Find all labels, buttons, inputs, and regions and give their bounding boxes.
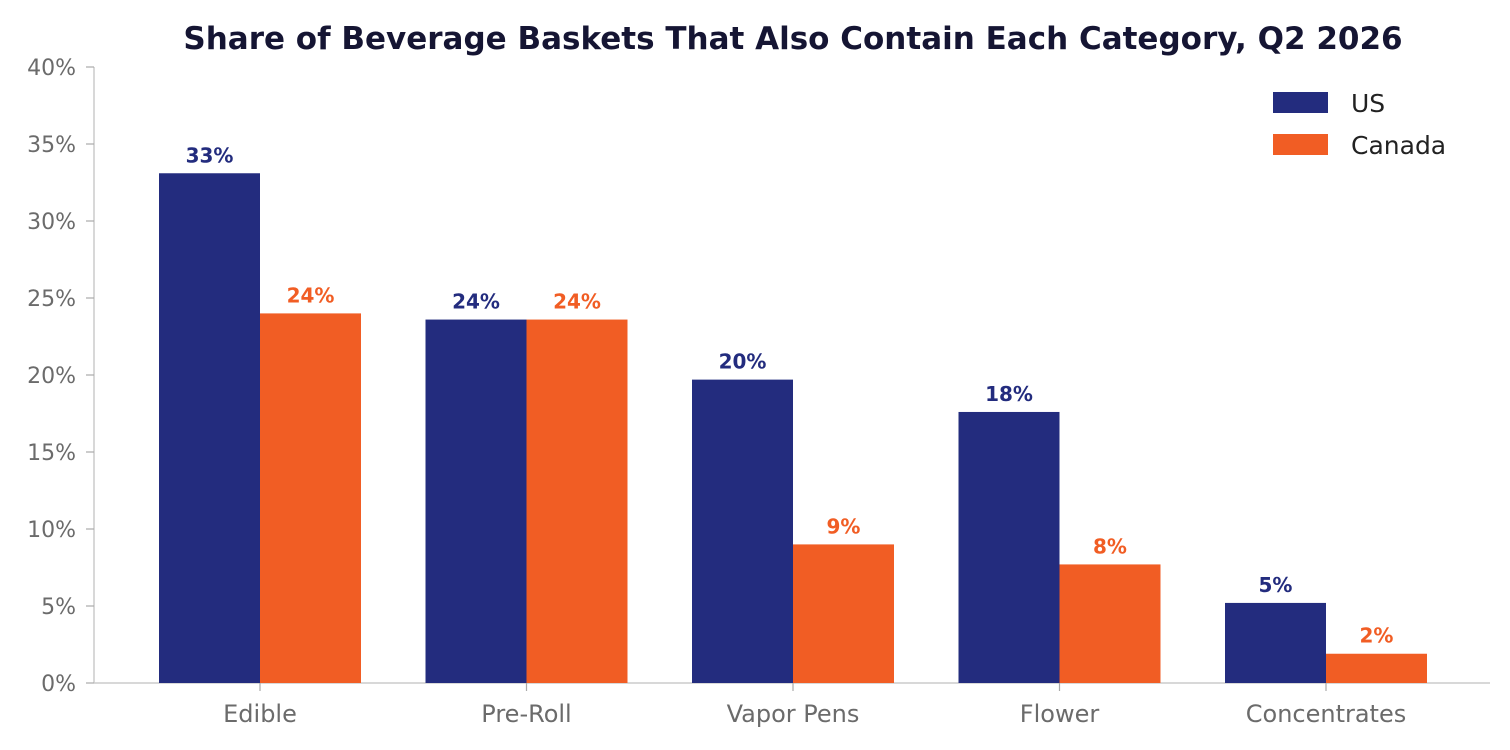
data-label-canada: 24% (553, 290, 601, 314)
y-tick-label: 40% (27, 56, 76, 81)
legend-swatch-canada (1273, 134, 1328, 155)
y-tick-label: 0% (41, 672, 76, 697)
y-tick-label: 35% (27, 133, 76, 158)
bar-canada-pre-roll (526, 319, 628, 683)
bar-us-pre-roll (425, 319, 527, 683)
bar-canada-flower (1059, 564, 1161, 683)
bar-canada-vapor-pens (793, 544, 894, 683)
legend-label-us: US (1351, 89, 1385, 118)
data-labels-group: 33% 24% 24% 24% 20% 9% 18% 8% 5% 2% (186, 143, 1394, 647)
legend-label-canada: Canada (1351, 131, 1446, 160)
data-label-us: 33% (186, 143, 234, 167)
data-label-us: 24% (452, 290, 500, 314)
data-label-us: 5% (1259, 573, 1293, 597)
bar-us-flower (958, 411, 1060, 683)
data-label-us: 20% (719, 350, 767, 374)
y-tick-label: 25% (27, 287, 76, 312)
data-label-us: 18% (985, 382, 1033, 406)
bar-canada-concentrates (1326, 653, 1427, 683)
data-label-canada: 8% (1093, 534, 1127, 558)
data-label-canada: 9% (827, 514, 861, 538)
x-category-label: Flower (1020, 700, 1100, 728)
data-label-canada: 2% (1360, 624, 1394, 648)
chart-title: Share of Beverage Baskets That Also Cont… (183, 21, 1402, 57)
y-tick-label: 10% (27, 518, 76, 543)
bars-group (159, 173, 1427, 683)
data-label-canada: 24% (287, 283, 335, 307)
y-tick-label: 5% (41, 595, 76, 620)
y-tick-label: 15% (27, 441, 76, 466)
bar-canada-edible (260, 313, 361, 683)
y-tick-label: 30% (27, 210, 76, 235)
x-category-label: Pre-Roll (481, 700, 571, 728)
bar-us-edible (159, 173, 260, 683)
x-category-label: Vapor Pens (727, 700, 860, 728)
bar-us-vapor-pens (692, 379, 793, 683)
y-tick-label: 20% (27, 364, 76, 389)
y-axis: 0% 5% 10% 15% 20% 25% 30% 35% 40% (27, 56, 95, 697)
x-axis: Edible Pre-Roll Vapor Pens Flower Concentrat… (94, 682, 1490, 728)
x-category-label: Concentrates (1246, 700, 1407, 728)
legend-swatch-us (1273, 92, 1328, 113)
bar-us-concentrates (1225, 602, 1326, 683)
x-category-label: Edible (223, 700, 297, 728)
legend: US Canada (1273, 89, 1446, 160)
